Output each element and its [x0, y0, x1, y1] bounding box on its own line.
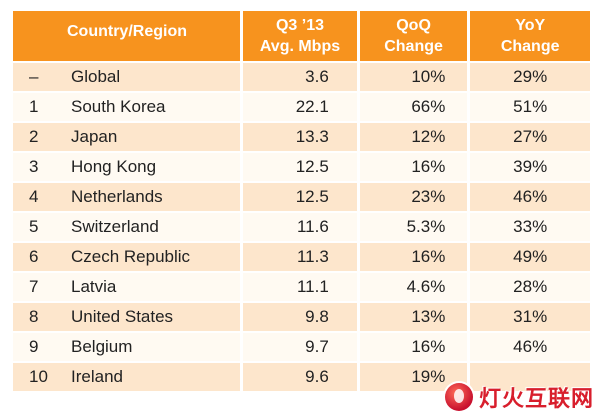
rank: 4: [29, 187, 39, 206]
country-name: Hong Kong: [71, 157, 157, 176]
rank: –: [29, 67, 39, 86]
rank: 3: [29, 157, 39, 176]
yoy-change-cell: 27%: [470, 123, 590, 151]
rank: 1: [29, 97, 39, 116]
yoy-change-cell: 46%: [470, 183, 590, 211]
qoq-change-cell: 23%: [359, 183, 468, 211]
table-header-row: Country/Region Q3 ’13 Avg. Mbps QoQ Chan…: [13, 11, 590, 61]
table-body: – Global 3.6 10% 29% 1 South Korea 22.1 66…: [13, 63, 590, 391]
table-row: 8 United States 9.8 13% 31%: [13, 303, 590, 331]
country-name: Belgium: [71, 337, 133, 356]
avg-speed-cell: 12.5: [243, 153, 357, 181]
speed-table-container: Country/Region Q3 ’13 Avg. Mbps QoQ Chan…: [10, 9, 593, 393]
yoy-change-cell: 28%: [470, 273, 590, 301]
country-cell: 7 Latvia: [13, 273, 241, 301]
qoq-change-cell: 4.6%: [359, 273, 468, 301]
table-row: 1 South Korea 22.1 66% 51%: [13, 93, 590, 121]
header-yoy-line1: YoY: [515, 17, 546, 34]
country-cell: 3 Hong Kong: [13, 153, 241, 181]
avg-speed-cell: 13.3: [243, 123, 357, 151]
qoq-change-cell: 5.3%: [359, 213, 468, 241]
qoq-change-cell: 16%: [359, 333, 468, 361]
table-row: 2 Japan 13.3 12% 27%: [13, 123, 590, 151]
country-cell: 1 South Korea: [13, 93, 241, 121]
qoq-change-cell: 16%: [359, 153, 468, 181]
avg-speed-cell: 9.8: [243, 303, 357, 331]
rank: 8: [29, 307, 39, 326]
table-row: 3 Hong Kong 12.5 16% 39%: [13, 153, 590, 181]
yoy-change-cell: 29%: [470, 63, 590, 91]
country-name: Switzerland: [71, 217, 159, 236]
yoy-change-cell: 31%: [470, 303, 590, 331]
flame-logo-icon: [444, 383, 473, 411]
avg-speed-cell: 9.7: [243, 333, 357, 361]
country-name: Latvia: [71, 277, 117, 296]
avg-speed-cell: 12.5: [243, 183, 357, 211]
country-name: Ireland: [71, 367, 123, 386]
table-row: 7 Latvia 11.1 4.6% 28%: [13, 273, 590, 301]
rank: 7: [29, 277, 39, 296]
yoy-change-cell: 49%: [470, 243, 590, 271]
country-cell: 9 Belgium: [13, 333, 241, 361]
yoy-change-cell: 51%: [470, 93, 590, 121]
header-qoq-line2: Change: [384, 38, 443, 55]
header-avg-speed-line2: Avg. Mbps: [259, 38, 341, 55]
rank: 2: [29, 127, 39, 146]
rank: 9: [29, 337, 39, 356]
country-cell: 2 Japan: [13, 123, 241, 151]
country-cell: 8 United States: [13, 303, 241, 331]
avg-speed-cell: 11.3: [243, 243, 357, 271]
country-cell: 4 Netherlands: [13, 183, 241, 211]
watermark: 灯火互联网: [444, 381, 594, 413]
yoy-change-cell: [470, 363, 590, 391]
country-cell: – Global: [13, 63, 241, 91]
table-row: 5 Switzerland 11.6 5.3% 33%: [13, 213, 590, 241]
header-yoy-change: YoY Change: [470, 11, 590, 61]
rank: 6: [29, 247, 39, 266]
rank: 10: [29, 367, 48, 386]
header-avg-speed-line1: Q3 ’13: [275, 17, 324, 34]
header-qoq-change: QoQ Change: [359, 11, 468, 61]
header-country-region: Country/Region: [13, 11, 241, 61]
qoq-change-cell: 12%: [359, 123, 468, 151]
rank: 5: [29, 217, 39, 236]
table-row: 9 Belgium 9.7 16% 46%: [13, 333, 590, 361]
country-cell: 10 Ireland: [13, 363, 241, 391]
country-name: United States: [71, 307, 174, 326]
internet-speed-table: Country/Region Q3 ’13 Avg. Mbps QoQ Chan…: [10, 9, 593, 393]
qoq-change-cell: 13%: [359, 303, 468, 331]
header-qoq-line1: QoQ: [396, 17, 431, 34]
qoq-change-cell: 16%: [359, 243, 468, 271]
header-yoy-line2: Change: [500, 38, 560, 55]
avg-speed-cell: 3.6: [243, 63, 357, 91]
qoq-change-cell: 66%: [359, 93, 468, 121]
header-avg-speed: Q3 ’13 Avg. Mbps: [243, 11, 357, 61]
yoy-change-cell: 39%: [470, 153, 590, 181]
country-name: Czech Republic: [71, 247, 191, 266]
country-name: Netherlands: [71, 187, 163, 206]
table-row: – Global 3.6 10% 29%: [13, 63, 590, 91]
table-row: 6 Czech Republic 11.3 16% 49%: [13, 243, 590, 271]
avg-speed-cell: 22.1: [243, 93, 357, 121]
qoq-change-cell: 10%: [359, 63, 468, 91]
country-name: South Korea: [71, 97, 166, 116]
country-cell: 5 Switzerland: [13, 213, 241, 241]
avg-speed-cell: 9.6: [243, 363, 357, 391]
country-name: Japan: [71, 127, 118, 146]
avg-speed-cell: 11.6: [243, 213, 357, 241]
country-name: Global: [71, 67, 121, 86]
yoy-change-cell: 33%: [470, 213, 590, 241]
avg-speed-cell: 11.1: [243, 273, 357, 301]
country-cell: 6 Czech Republic: [13, 243, 241, 271]
table-row: 4 Netherlands 12.5 23% 46%: [13, 183, 590, 211]
yoy-change-cell: 46%: [470, 333, 590, 361]
watermark-text: 灯火互联网: [478, 387, 594, 412]
